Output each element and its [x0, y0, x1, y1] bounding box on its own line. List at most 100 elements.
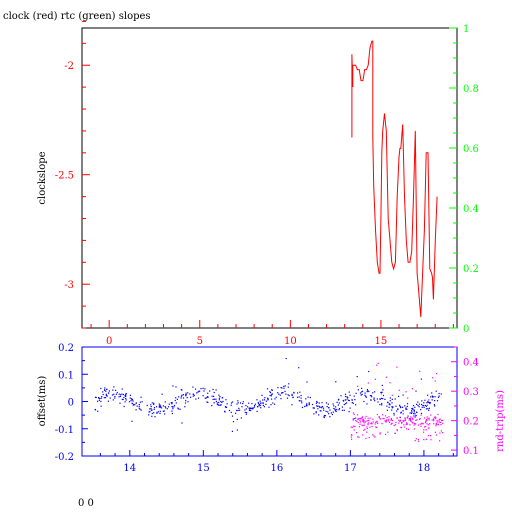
round-trip-point [424, 422, 427, 424]
offset-point [213, 395, 215, 397]
offset-point [351, 399, 353, 401]
round-trip-point [435, 373, 438, 375]
offset-point [235, 412, 237, 414]
offset-point [100, 397, 102, 399]
round-trip-point [428, 419, 430, 421]
round-trip-point [367, 424, 369, 426]
offset-point [318, 402, 320, 404]
offset-point [293, 392, 295, 394]
round-trip-point [400, 420, 402, 422]
offset-point [165, 407, 167, 409]
round-trip-point [426, 404, 428, 406]
offset-point [212, 398, 214, 400]
offset-point [428, 409, 430, 411]
round-trip-point [438, 421, 440, 423]
offset-point [427, 394, 429, 396]
offset-point [187, 392, 189, 394]
offset-point [271, 398, 273, 400]
bottom-axis-ticks: 14 15 16 17 18 0.2 0.1 0 -0.1 -0.2 0.4 0.3 0.2 0.1 [55, 343, 479, 474]
offset-point [98, 399, 100, 401]
round-trip-point [367, 382, 369, 384]
offset-point [99, 398, 101, 400]
offset-point [344, 395, 347, 398]
offset-point [373, 397, 375, 399]
bottom-y2-tick-label: 0.2 [463, 417, 479, 428]
offset-point [153, 403, 155, 405]
offset-point [348, 391, 350, 393]
round-trip-point [423, 431, 425, 433]
offset-point [340, 395, 342, 397]
offset-point [349, 407, 351, 409]
offset-point [160, 405, 162, 407]
offset-point [313, 413, 315, 415]
offset-point [237, 409, 239, 411]
round-trip-point [402, 413, 404, 415]
offset-point [323, 416, 325, 419]
offset-point [348, 400, 350, 402]
offset-point [374, 391, 376, 393]
round-trip-point [353, 413, 355, 415]
top-plot-frame [81, 27, 458, 329]
round-trip-point [391, 394, 393, 396]
offset-point [171, 410, 173, 412]
offset-point [421, 403, 423, 406]
offset-point [397, 408, 399, 410]
offset-point [113, 386, 115, 388]
round-trip-point [417, 438, 419, 441]
offset-point [159, 404, 161, 406]
round-trip-point [428, 417, 430, 419]
offset-point [391, 398, 393, 400]
offset-point [218, 397, 220, 399]
offset-point [355, 404, 357, 406]
offset-point [262, 399, 264, 401]
offset-point [94, 396, 97, 398]
offset-point [409, 418, 411, 420]
offset-point [405, 408, 407, 410]
offset-point [348, 411, 350, 413]
offset-point [175, 397, 177, 399]
offset-point [171, 412, 173, 415]
offset-point [399, 404, 401, 406]
round-trip-point [418, 418, 421, 420]
offset-point [386, 409, 388, 411]
offset-point [204, 397, 206, 399]
round-trip-point [403, 426, 405, 428]
offset-point [139, 401, 141, 403]
offset-point [304, 405, 306, 408]
top-y-axis-label: clockslope [37, 151, 48, 204]
offset-point [315, 412, 317, 414]
offset-point [174, 399, 176, 402]
offset-point [410, 412, 413, 414]
offset-point [219, 404, 221, 406]
offset-point [332, 411, 334, 413]
offset-point [176, 398, 178, 400]
offset-point [102, 391, 104, 393]
round-trip-point [392, 419, 394, 422]
offset-point [353, 395, 355, 397]
offset-point [122, 393, 124, 396]
round-trip-point [406, 422, 408, 424]
round-trip-point [390, 423, 392, 425]
offset-point [215, 400, 217, 402]
offset-point [287, 394, 289, 396]
round-trip-point [366, 427, 368, 430]
offset-point [336, 408, 338, 411]
offset-point [158, 406, 160, 408]
offset-point [115, 393, 117, 395]
offset-point [327, 411, 329, 413]
offset-point [104, 387, 106, 389]
bottom-x-tick-label: 16 [270, 463, 283, 474]
offset-point [325, 402, 328, 404]
offset-point [420, 412, 423, 414]
round-trip-point [411, 417, 413, 419]
offset-point [244, 411, 246, 413]
top-x-tick-label: 15 [375, 336, 388, 347]
offset-point [381, 397, 383, 399]
offset-point [325, 410, 327, 412]
offset-point [315, 402, 317, 404]
offset-point [138, 407, 140, 409]
offset-point [263, 406, 265, 408]
offset-point [341, 409, 344, 411]
round-trip-point [385, 421, 387, 423]
round-trip-point [389, 382, 391, 384]
